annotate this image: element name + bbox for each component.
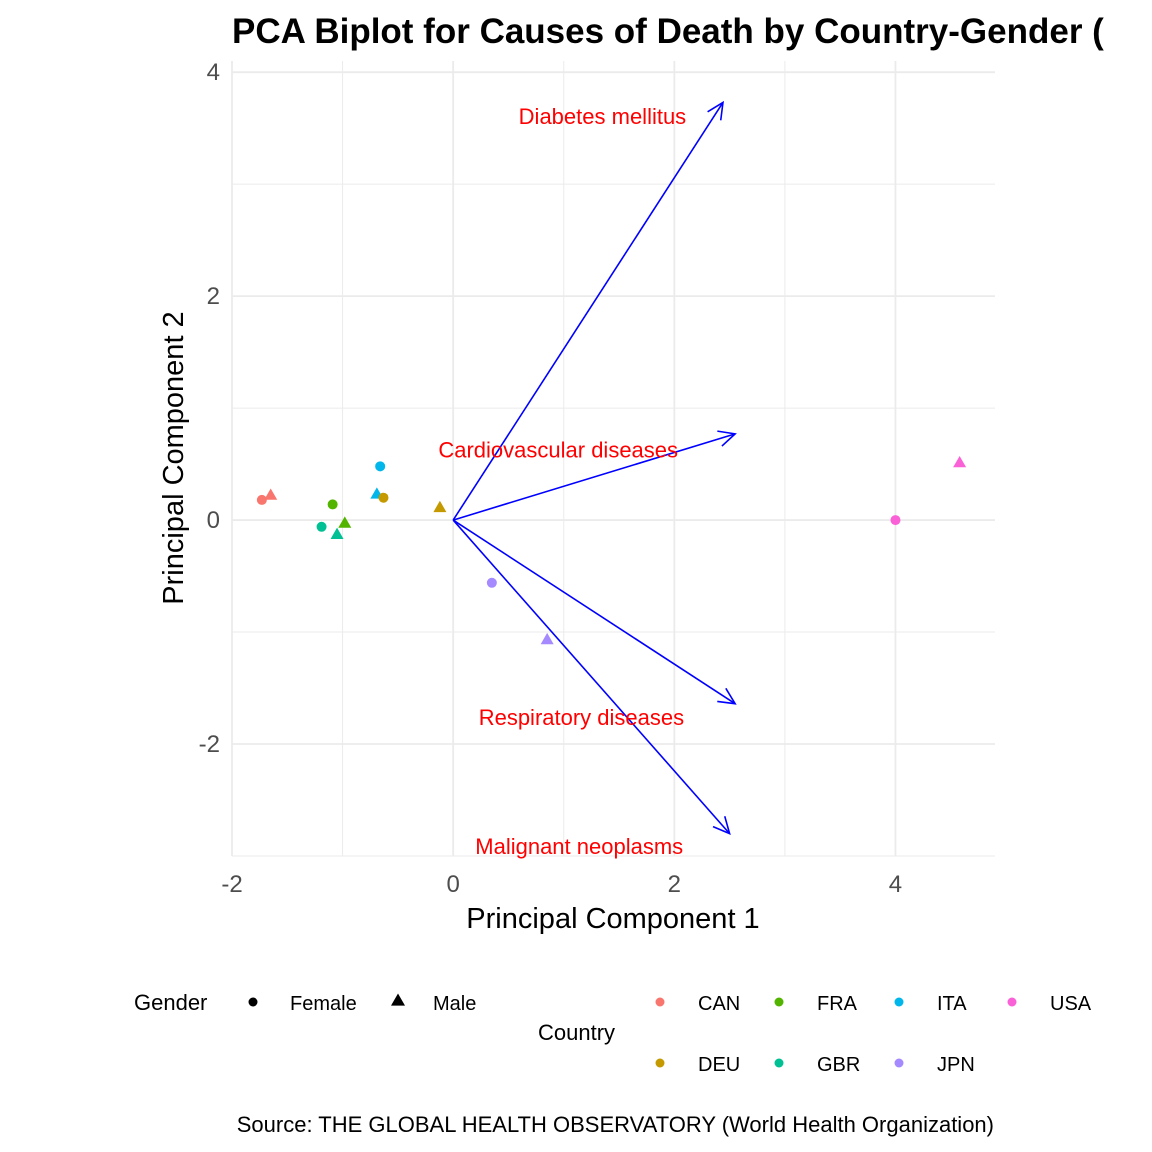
data-point-fra-male <box>338 516 352 528</box>
data-point-jpn-male <box>540 632 554 645</box>
loading-labels: Diabetes mellitus Cardiovascular diseases… <box>438 104 686 859</box>
loading-label: Cardiovascular diseases <box>438 438 678 463</box>
legend-label-gbr: GBR <box>817 1054 860 1076</box>
y-tick-label: -2 <box>199 731 220 758</box>
legend-key-male <box>391 993 405 1006</box>
x-tick-label: -2 <box>221 871 242 898</box>
loading-label: Malignant neoplasms <box>475 834 683 859</box>
legend-key-can <box>655 997 665 1007</box>
chart-caption: Source: THE GLOBAL HEALTH OBSERVATORY (W… <box>237 1112 994 1137</box>
legend-label-female: Female <box>290 993 357 1015</box>
legend-gender-title: Gender <box>134 990 207 1015</box>
legend-label-fra: FRA <box>817 993 858 1015</box>
chart-title: PCA Biplot for Causes of Death by Countr… <box>232 12 1104 51</box>
loading-arrowhead <box>717 687 737 705</box>
y-axis-ticks: -2 0 2 4 <box>199 59 220 758</box>
loading-arrow <box>452 519 736 705</box>
data-point-can-female <box>256 494 267 505</box>
y-tick-label: 2 <box>207 283 220 310</box>
legend-label-can: CAN <box>698 993 740 1015</box>
loading-arrow <box>452 433 736 521</box>
data-point-usa-male <box>953 455 967 468</box>
legend-label-deu: DEU <box>698 1054 740 1076</box>
legend-key-usa <box>1007 997 1017 1007</box>
data-point-ita-female <box>375 461 386 472</box>
loading-arrow <box>452 519 731 835</box>
data-point-jpn-female <box>486 577 497 588</box>
y-tick-label: 0 <box>207 507 220 534</box>
loading-arrowhead <box>717 430 737 447</box>
data-point-deu-female <box>378 492 389 503</box>
data-point-usa-female <box>890 515 901 526</box>
x-tick-label: 2 <box>668 871 681 898</box>
data-point-gbr-female <box>316 521 327 532</box>
loading-label: Diabetes mellitus <box>519 104 687 129</box>
legend-label-jpn: JPN <box>937 1054 975 1076</box>
x-axis-title: Principal Component 1 <box>466 903 759 935</box>
grid-lines <box>231 61 995 857</box>
x-tick-label: 0 <box>446 871 459 898</box>
data-point-deu-male <box>433 500 447 513</box>
legend-label-male: Male <box>433 993 476 1015</box>
y-tick-label: 4 <box>207 59 220 86</box>
legend-key-ita <box>894 997 904 1007</box>
x-tick-label: 4 <box>889 871 902 898</box>
loading-arrows <box>452 100 737 835</box>
legend-key-gbr <box>774 1058 784 1068</box>
legend-label-ita: ITA <box>937 993 967 1015</box>
plot-panel: Diabetes mellitus Cardiovascular diseases… <box>231 61 995 859</box>
legend-key-female <box>248 997 258 1007</box>
loading-label: Respiratory diseases <box>479 705 684 730</box>
legend: Gender Female Male Country CAN FRA ITA USA DE… <box>134 990 1092 1076</box>
legend-key-fra <box>774 997 784 1007</box>
loading-arrow <box>452 101 724 521</box>
legend-country-title: Country <box>538 1020 615 1045</box>
data-point-can-male <box>264 488 278 500</box>
loading-arrowhead <box>712 816 731 835</box>
legend-gender-items: Female Male <box>248 993 476 1015</box>
data-point-gbr-male <box>330 527 344 539</box>
legend-key-jpn <box>894 1058 904 1068</box>
legend-country-items: CAN FRA ITA USA DEU GBR JPN <box>655 993 1092 1076</box>
y-axis-title: Principal Component 2 <box>158 311 190 604</box>
loading-arrowhead <box>707 100 724 121</box>
data-points <box>256 455 967 645</box>
legend-label-usa: USA <box>1050 993 1092 1015</box>
legend-key-deu <box>655 1058 665 1068</box>
x-axis-ticks: -2 0 2 4 <box>221 871 902 898</box>
data-point-fra-female <box>327 499 338 510</box>
